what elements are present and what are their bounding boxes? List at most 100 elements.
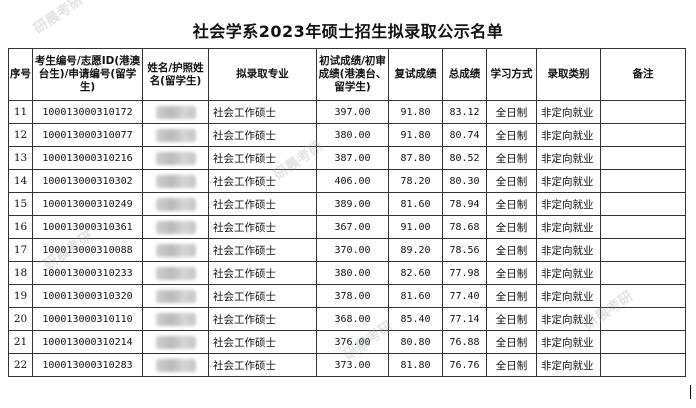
row-seq: 21 xyxy=(8,330,33,354)
row-remark xyxy=(600,353,686,377)
row-category: 非定向就业 xyxy=(536,169,601,193)
row-major: 社会工作硕士 xyxy=(208,192,317,216)
table-row: 20 100013000310110 社会工作硕士 368.00 85.40 77.14 全… xyxy=(8,307,686,331)
row-total-score: 80.52 xyxy=(442,146,487,170)
row-study-mode: 全日制 xyxy=(486,100,537,124)
row-retest-score: 81.60 xyxy=(388,192,443,216)
row-remark xyxy=(600,169,686,193)
row-category: 非定向就业 xyxy=(536,261,601,285)
row-total-score: 83.12 xyxy=(442,100,487,124)
page-title: 社会学系2023年硕士招生拟录取公示名单 xyxy=(192,22,504,41)
row-study-mode: 全日制 xyxy=(486,192,537,216)
table-row: 18 100013000310233 社会工作硕士 380.00 82.60 77.98 全… xyxy=(8,261,686,285)
row-prelim-score: 397.00 xyxy=(316,100,389,124)
row-exam-id: 100013000310361 xyxy=(32,215,143,239)
row-total-score: 80.74 xyxy=(442,123,487,147)
row-retest-score: 89.20 xyxy=(388,238,443,262)
row-seq: 15 xyxy=(8,192,33,216)
redacted-name-blur xyxy=(155,105,196,119)
row-exam-id: 100013000310216 xyxy=(32,146,143,170)
table-body: 11 100013000310172 社会工作硕士 397.00 91.80 83.12 全… xyxy=(8,100,686,377)
redacted-name-blur xyxy=(155,151,196,165)
row-exam-id: 100013000310320 xyxy=(32,284,143,308)
row-prelim-score: 378.00 xyxy=(316,284,389,308)
header-row: 序号 考生编号/志愿ID(港澳台生)/申请编号(留学生) 姓名/护照姓名(留学生… xyxy=(8,48,686,101)
row-study-mode: 全日制 xyxy=(486,307,537,331)
row-retest-score: 91.80 xyxy=(388,100,443,124)
table-row: 11 100013000310172 社会工作硕士 397.00 91.80 83.12 全… xyxy=(8,100,686,124)
row-seq: 12 xyxy=(8,123,33,147)
table-row: 14 100013000310302 社会工作硕士 406.00 78.20 80.30 全… xyxy=(8,169,686,193)
row-name-redacted xyxy=(142,215,209,239)
redacted-name-blur xyxy=(155,243,196,257)
row-category: 非定向就业 xyxy=(536,215,601,239)
row-remark xyxy=(600,284,686,308)
row-name-redacted xyxy=(142,169,209,193)
row-seq: 18 xyxy=(8,261,33,285)
redacted-name-blur xyxy=(155,312,196,326)
row-major: 社会工作硕士 xyxy=(208,307,317,331)
row-name-redacted xyxy=(142,261,209,285)
table-row: 17 100013000310088 社会工作硕士 370.00 89.20 78.56 全… xyxy=(8,238,686,262)
row-category: 非定向就业 xyxy=(536,123,601,147)
row-major: 社会工作硕士 xyxy=(208,123,317,147)
table-row: 13 100013000310216 社会工作硕士 387.00 87.80 80.52 全… xyxy=(8,146,686,170)
header-study-mode: 学习方式 xyxy=(486,48,537,101)
header-prelim-score: 初试成绩/初审成绩(港澳台、留学生) xyxy=(316,48,389,101)
row-prelim-score: 389.00 xyxy=(316,192,389,216)
row-category: 非定向就业 xyxy=(536,146,601,170)
row-retest-score: 91.00 xyxy=(388,215,443,239)
row-major: 社会工作硕士 xyxy=(208,215,317,239)
row-study-mode: 全日制 xyxy=(486,284,537,308)
row-total-score: 76.88 xyxy=(442,330,487,354)
row-category: 非定向就业 xyxy=(536,100,601,124)
row-prelim-score: 387.00 xyxy=(316,146,389,170)
row-total-score: 78.68 xyxy=(442,215,487,239)
row-seq: 20 xyxy=(8,307,33,331)
row-seq: 22 xyxy=(8,353,33,377)
admission-table: 序号 考生编号/志愿ID(港澳台生)/申请编号(留学生) 姓名/护照姓名(留学生… xyxy=(8,48,686,377)
row-remark xyxy=(600,100,686,124)
row-prelim-score: 370.00 xyxy=(316,238,389,262)
header-seq: 序号 xyxy=(8,48,33,101)
redacted-name-blur xyxy=(155,335,196,349)
row-study-mode: 全日制 xyxy=(486,146,537,170)
row-category: 非定向就业 xyxy=(536,284,601,308)
row-retest-score: 80.80 xyxy=(388,330,443,354)
redacted-name-blur xyxy=(155,174,196,188)
table-row: 16 100013000310361 社会工作硕士 367.00 91.00 78.68 全… xyxy=(8,215,686,239)
row-remark xyxy=(600,215,686,239)
header-total-score: 总成绩 xyxy=(442,48,487,101)
row-total-score: 77.40 xyxy=(442,284,487,308)
header-category: 录取类别 xyxy=(536,48,601,101)
row-name-redacted xyxy=(142,100,209,124)
table-row: 12 100013000310077 社会工作硕士 380.00 91.80 80.74 全… xyxy=(8,123,686,147)
row-retest-score: 82.60 xyxy=(388,261,443,285)
header-exam-id: 考生编号/志愿ID(港澳台生)/申请编号(留学生) xyxy=(32,48,143,101)
row-name-redacted xyxy=(142,192,209,216)
row-major: 社会工作硕士 xyxy=(208,284,317,308)
row-remark xyxy=(600,192,686,216)
row-category: 非定向就业 xyxy=(536,238,601,262)
row-seq: 11 xyxy=(8,100,33,124)
row-prelim-score: 368.00 xyxy=(316,307,389,331)
row-major: 社会工作硕士 xyxy=(208,169,317,193)
row-major: 社会工作硕士 xyxy=(208,261,317,285)
row-retest-score: 78.20 xyxy=(388,169,443,193)
row-remark xyxy=(600,307,686,331)
table-row: 19 100013000310320 社会工作硕士 378.00 81.60 77.40 全… xyxy=(8,284,686,308)
redacted-name-blur xyxy=(155,220,196,234)
row-retest-score: 81.60 xyxy=(388,284,443,308)
table-row: 15 100013000310249 社会工作硕士 389.00 81.60 78.94 全… xyxy=(8,192,686,216)
row-name-redacted xyxy=(142,146,209,170)
header-major: 拟录取专业 xyxy=(208,48,317,101)
redacted-name-blur xyxy=(155,289,196,303)
row-name-redacted xyxy=(142,284,209,308)
redacted-name-blur xyxy=(155,197,196,211)
row-category: 非定向就业 xyxy=(536,353,601,377)
table-row: 22 100013000310283 社会工作硕士 373.00 81.80 76.76 全… xyxy=(8,353,686,377)
row-retest-score: 85.40 xyxy=(388,307,443,331)
row-total-score: 80.30 xyxy=(442,169,487,193)
row-exam-id: 100013000310110 xyxy=(32,307,143,331)
row-name-redacted xyxy=(142,123,209,147)
